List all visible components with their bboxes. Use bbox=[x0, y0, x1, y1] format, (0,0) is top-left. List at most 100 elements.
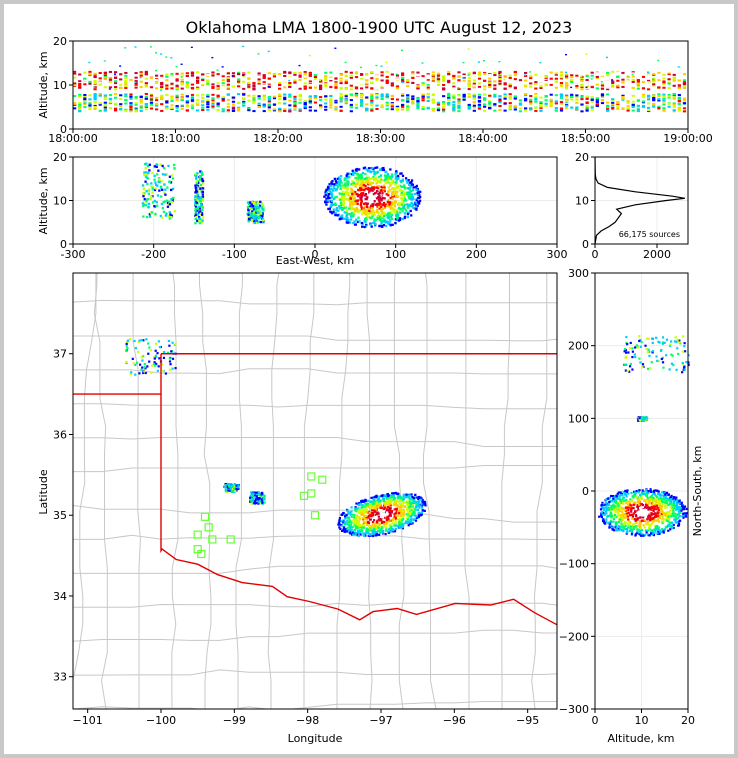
east-west-source bbox=[173, 167, 176, 170]
east-west-source bbox=[171, 199, 174, 202]
time-height-source bbox=[267, 84, 271, 87]
east-west-source bbox=[387, 215, 391, 218]
north-south-source bbox=[670, 353, 673, 356]
east-west-source bbox=[374, 218, 377, 222]
plan-view-source bbox=[385, 519, 389, 522]
plan-view-source bbox=[168, 344, 171, 347]
east-west-source bbox=[390, 173, 394, 176]
time-height-source bbox=[606, 86, 610, 89]
time-height-source bbox=[544, 76, 548, 79]
time-height-source bbox=[88, 70, 92, 73]
plan-view-source bbox=[387, 510, 390, 514]
time-height-source bbox=[503, 76, 507, 79]
time-height-source bbox=[467, 74, 470, 76]
time-height-source bbox=[360, 82, 364, 85]
plan-view-source bbox=[340, 520, 343, 523]
north-south-source bbox=[645, 347, 648, 351]
time-height-source bbox=[175, 87, 179, 90]
time-height-source bbox=[375, 86, 379, 89]
time-height-source bbox=[370, 108, 374, 111]
time-height-source bbox=[170, 97, 174, 100]
time-height-source bbox=[606, 78, 610, 81]
plan-view-source bbox=[356, 520, 359, 523]
plan-view-source bbox=[410, 501, 413, 504]
plan-view-source bbox=[389, 530, 392, 533]
time-height-source bbox=[390, 105, 394, 108]
plan-view-source bbox=[385, 518, 388, 521]
plan-view-source bbox=[381, 520, 384, 523]
plan-view-source bbox=[225, 484, 228, 487]
time-height-source bbox=[580, 75, 583, 78]
east-west-source bbox=[198, 205, 201, 208]
east-west-source bbox=[360, 225, 364, 228]
time-height-source bbox=[119, 65, 122, 67]
time-height-source bbox=[600, 98, 605, 101]
east-west-source bbox=[403, 198, 407, 201]
east-west-source bbox=[401, 194, 405, 197]
east-west-source bbox=[399, 194, 403, 197]
plan-view-source bbox=[349, 529, 353, 532]
east-west-source bbox=[383, 186, 386, 189]
plan-view-source bbox=[410, 521, 413, 524]
time-height-source bbox=[129, 109, 133, 112]
east-west-source bbox=[376, 185, 379, 188]
east-west-source bbox=[324, 200, 327, 203]
plan-view-source bbox=[402, 511, 406, 514]
east-west-source bbox=[194, 198, 197, 201]
time-height-source bbox=[401, 77, 405, 80]
plan-view-source bbox=[358, 511, 361, 514]
east-west-source bbox=[417, 200, 420, 203]
plan-view-source bbox=[375, 533, 378, 536]
east-west-source bbox=[393, 195, 396, 198]
east-west-source bbox=[360, 200, 363, 203]
time-height-source bbox=[518, 103, 523, 106]
time-height-source bbox=[267, 85, 270, 88]
time-height-source bbox=[303, 82, 307, 85]
east-west-source bbox=[201, 219, 204, 222]
north-south-source bbox=[648, 350, 651, 353]
time-height-source bbox=[431, 75, 435, 78]
plan-view-source bbox=[226, 485, 229, 488]
plan-view-source bbox=[389, 498, 393, 501]
plan-view-source bbox=[141, 366, 144, 369]
time-height-source bbox=[385, 72, 389, 75]
time-height-source bbox=[682, 102, 687, 105]
east-west-source bbox=[196, 172, 199, 175]
east-west-source bbox=[370, 177, 373, 180]
time-height-source bbox=[606, 74, 610, 77]
plan-view-source bbox=[382, 497, 385, 500]
north-south-source bbox=[624, 369, 627, 372]
time-height-source bbox=[442, 108, 446, 111]
east-west-source bbox=[328, 189, 331, 192]
plan-view-source bbox=[369, 500, 373, 503]
time-height-source bbox=[621, 98, 625, 101]
plan-view-source bbox=[232, 487, 236, 491]
time-height-source bbox=[401, 108, 405, 111]
time-height-source bbox=[334, 108, 338, 111]
time-height-source bbox=[508, 104, 512, 107]
time-height-source bbox=[298, 83, 302, 86]
time-height-source bbox=[149, 79, 154, 82]
time-height-source bbox=[180, 78, 184, 81]
plan-view-source bbox=[261, 501, 264, 504]
time-height-source bbox=[611, 84, 615, 87]
time-height-source bbox=[636, 83, 640, 86]
time-height-source bbox=[144, 104, 148, 107]
time-height-source bbox=[549, 93, 553, 96]
plan-view-source bbox=[347, 517, 350, 520]
east-west-source bbox=[251, 210, 254, 213]
east-west-source bbox=[256, 221, 259, 224]
time-height-source bbox=[231, 106, 236, 109]
plan-view-ytick-label: 34 bbox=[53, 590, 67, 603]
east-west-source bbox=[371, 200, 374, 203]
time-height-source bbox=[513, 81, 517, 84]
plan-view-source bbox=[401, 519, 404, 522]
time-height-source bbox=[411, 102, 415, 105]
east-west-source bbox=[168, 211, 171, 214]
time-height-source bbox=[447, 73, 451, 76]
plan-view-source bbox=[395, 524, 398, 527]
time-height-source bbox=[616, 100, 620, 103]
time-height-source bbox=[565, 73, 569, 76]
time-height-source bbox=[401, 74, 405, 77]
east-west-source bbox=[384, 174, 388, 178]
